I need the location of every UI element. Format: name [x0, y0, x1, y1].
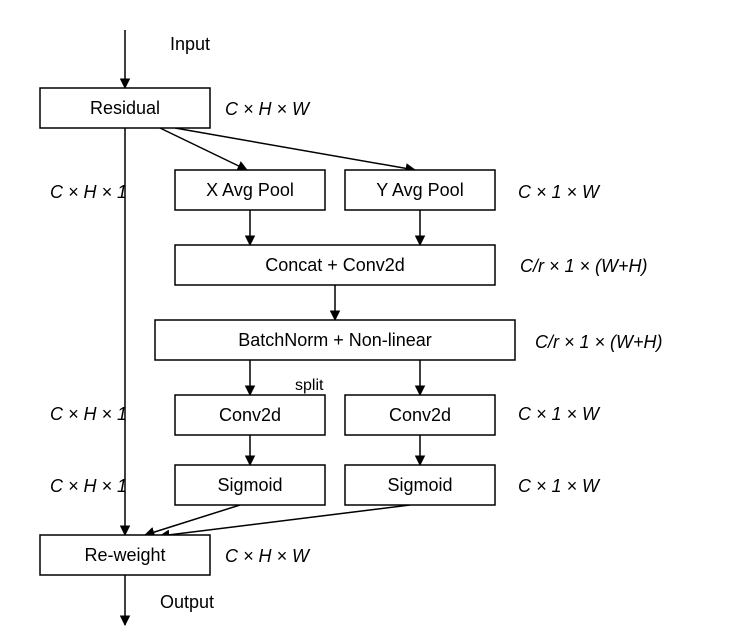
- flowchart-diagram: Input Output split Residual X Avg Pool Y A…: [0, 0, 729, 638]
- dim-yavg: C × 1 × W: [518, 182, 601, 202]
- node-bn-label: BatchNorm + Non-linear: [238, 330, 432, 350]
- nodes-group: Residual X Avg Pool Y Avg Pool Concat + Con…: [40, 88, 515, 575]
- dim-residual: C × H × W: [225, 99, 311, 119]
- node-reweight: Re-weight: [40, 535, 210, 575]
- dim-sig-r: C × 1 × W: [518, 476, 601, 496]
- dim-reweight: C × H × W: [225, 546, 311, 566]
- split-label: split: [295, 377, 324, 394]
- node-sigmoid_r-label: Sigmoid: [387, 475, 452, 495]
- dim-conv-l: C × H × 1: [50, 404, 127, 424]
- node-sigmoid_l-label: Sigmoid: [217, 475, 282, 495]
- node-bn: BatchNorm + Non-linear: [155, 320, 515, 360]
- node-residual-label: Residual: [90, 98, 160, 118]
- input-label: Input: [170, 34, 210, 54]
- node-conv2d_r: Conv2d: [345, 395, 495, 435]
- dim-sig-l: C × H × 1: [50, 476, 127, 496]
- output-label: Output: [160, 592, 214, 612]
- node-yavg: Y Avg Pool: [345, 170, 495, 210]
- dim-concat: C/r × 1 × (W+H): [520, 256, 648, 276]
- node-sigmoid_r: Sigmoid: [345, 465, 495, 505]
- node-xavg-label: X Avg Pool: [206, 180, 294, 200]
- edge-sigl-rew: [145, 505, 240, 535]
- dim-conv-r: C × 1 × W: [518, 404, 601, 424]
- node-xavg: X Avg Pool: [175, 170, 325, 210]
- node-conv2d_l: Conv2d: [175, 395, 325, 435]
- node-conv2d_r-label: Conv2d: [389, 405, 451, 425]
- node-reweight-label: Re-weight: [84, 545, 165, 565]
- node-residual: Residual: [40, 88, 210, 128]
- node-yavg-label: Y Avg Pool: [376, 180, 463, 200]
- node-concat-label: Concat + Conv2d: [265, 255, 405, 275]
- node-conv2d_l-label: Conv2d: [219, 405, 281, 425]
- dim-bn: C/r × 1 × (W+H): [535, 332, 663, 352]
- dim-left1: C × H × 1: [50, 182, 127, 202]
- node-sigmoid_l: Sigmoid: [175, 465, 325, 505]
- edge-sigr-rew: [160, 505, 410, 536]
- edge-res-xavg: [160, 128, 247, 170]
- edge-res-yavg: [175, 128, 415, 170]
- node-concat: Concat + Conv2d: [175, 245, 495, 285]
